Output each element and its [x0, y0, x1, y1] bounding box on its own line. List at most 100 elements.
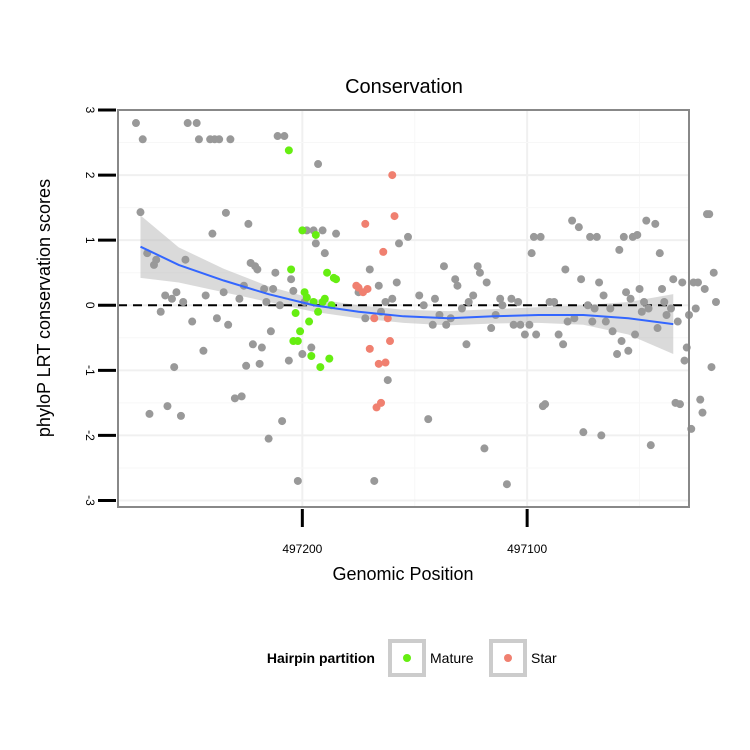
point-other-179	[712, 298, 720, 306]
point-other-93	[469, 291, 477, 299]
point-other-117	[555, 331, 563, 339]
point-other-143	[627, 295, 635, 303]
point-mature-21	[332, 275, 340, 283]
point-other-154	[654, 324, 662, 332]
point-star-9	[377, 399, 385, 407]
point-other-41	[256, 360, 264, 368]
point-other-163	[676, 400, 684, 408]
point-other-96	[480, 444, 488, 452]
point-star-14	[388, 171, 396, 179]
point-star-10	[379, 248, 387, 256]
y-tick-label-0: -3	[83, 495, 97, 506]
point-other-32	[235, 295, 243, 303]
point-other-129	[591, 305, 599, 313]
point-other-159	[667, 305, 675, 313]
point-other-83	[431, 295, 439, 303]
point-other-11	[170, 363, 178, 371]
point-other-141	[622, 288, 630, 296]
point-other-138	[615, 246, 623, 254]
point-other-131	[595, 278, 603, 286]
point-other-106	[516, 321, 524, 329]
point-other-85	[440, 262, 448, 270]
legend-swatch-star	[504, 654, 512, 662]
point-mature-17	[323, 269, 331, 277]
legend-title: Hairpin partition	[267, 650, 375, 666]
point-other-155	[656, 249, 664, 257]
point-other-6	[152, 256, 160, 264]
point-other-139	[618, 337, 626, 345]
point-other-108	[525, 321, 533, 329]
y-axis-title: phyloP LRT conservation scores	[34, 179, 54, 437]
point-star-13	[386, 337, 394, 345]
legend: Hairpin partition Mature Star	[267, 641, 557, 675]
point-other-54	[287, 275, 295, 283]
point-other-63	[314, 160, 322, 168]
point-other-19	[195, 135, 203, 143]
point-other-80	[420, 301, 428, 309]
point-other-171	[694, 278, 702, 286]
point-other-109	[528, 249, 536, 257]
point-other-76	[393, 278, 401, 286]
point-mature-10	[307, 352, 315, 360]
point-other-132	[597, 431, 605, 439]
point-other-28	[222, 209, 230, 217]
chart-title: Conservation	[345, 76, 463, 98]
point-other-121	[568, 217, 576, 225]
point-other-52	[280, 132, 288, 140]
point-other-13	[177, 412, 185, 420]
point-mature-14	[316, 363, 324, 371]
point-other-20	[199, 347, 207, 355]
point-other-55	[289, 287, 297, 295]
x-tick-label-1: 497100	[507, 542, 547, 556]
point-other-16	[184, 119, 192, 127]
x-tick-label-0: 497200	[282, 542, 322, 556]
point-star-11	[382, 359, 390, 367]
point-other-98	[487, 324, 495, 332]
point-other-112	[537, 233, 545, 241]
point-other-27	[220, 288, 228, 296]
point-mature-0	[285, 146, 293, 154]
point-other-172	[696, 396, 704, 404]
point-other-74	[384, 376, 392, 384]
point-other-69	[366, 265, 374, 273]
point-mature-8	[303, 293, 311, 301]
point-mature-13	[314, 308, 322, 316]
point-other-56	[294, 477, 302, 485]
point-mature-18	[325, 355, 333, 363]
point-other-165	[681, 357, 689, 365]
point-other-160	[669, 275, 677, 283]
point-other-70	[370, 477, 378, 485]
point-mature-4	[294, 337, 302, 345]
point-other-44	[262, 298, 270, 306]
point-other-111	[532, 331, 540, 339]
point-mature-9	[305, 318, 313, 326]
point-other-114	[541, 400, 549, 408]
point-other-147	[636, 285, 644, 293]
point-other-21	[202, 291, 210, 299]
point-other-0	[132, 119, 140, 127]
point-other-156	[658, 285, 666, 293]
point-other-77	[395, 239, 403, 247]
point-other-1	[136, 208, 144, 216]
point-other-123	[575, 223, 583, 231]
point-other-29	[224, 321, 232, 329]
point-mature-12	[312, 231, 320, 239]
legend-label-mature: Mature	[430, 650, 474, 666]
point-other-78	[404, 233, 412, 241]
point-other-89	[453, 282, 461, 290]
point-other-146	[633, 231, 641, 239]
point-other-105	[514, 298, 522, 306]
point-other-23	[208, 230, 216, 238]
y-tick-label-4: 1	[83, 237, 97, 244]
point-other-173	[698, 409, 706, 417]
point-other-35	[242, 362, 250, 370]
point-other-33	[238, 392, 246, 400]
point-other-107	[521, 331, 529, 339]
point-other-164	[678, 278, 686, 286]
point-other-134	[602, 318, 610, 326]
y-tick-label-5: 2	[83, 172, 97, 179]
point-other-53	[285, 357, 293, 365]
point-other-176	[705, 210, 713, 218]
point-mature-3	[292, 309, 300, 317]
